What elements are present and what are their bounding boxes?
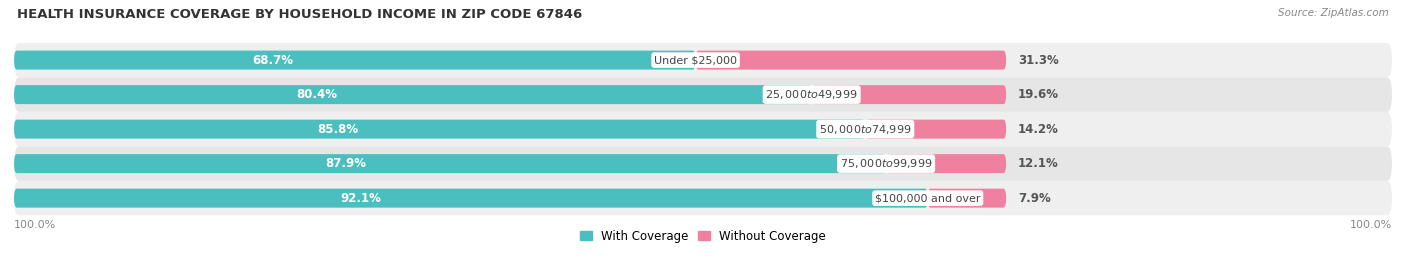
FancyBboxPatch shape: [14, 154, 886, 173]
FancyBboxPatch shape: [14, 85, 811, 104]
FancyBboxPatch shape: [14, 51, 696, 70]
Text: 19.6%: 19.6%: [1018, 88, 1059, 101]
Text: 14.2%: 14.2%: [1018, 123, 1059, 136]
FancyBboxPatch shape: [14, 112, 1392, 146]
Text: 12.1%: 12.1%: [1018, 157, 1059, 170]
FancyBboxPatch shape: [886, 154, 1007, 173]
Text: 7.9%: 7.9%: [1018, 192, 1050, 205]
FancyBboxPatch shape: [14, 120, 865, 139]
Legend: With Coverage, Without Coverage: With Coverage, Without Coverage: [575, 225, 831, 247]
Text: HEALTH INSURANCE COVERAGE BY HOUSEHOLD INCOME IN ZIP CODE 67846: HEALTH INSURANCE COVERAGE BY HOUSEHOLD I…: [17, 8, 582, 21]
Text: 100.0%: 100.0%: [14, 220, 56, 229]
Text: $50,000 to $74,999: $50,000 to $74,999: [820, 123, 911, 136]
FancyBboxPatch shape: [14, 181, 1392, 215]
FancyBboxPatch shape: [928, 189, 1007, 208]
FancyBboxPatch shape: [696, 51, 1007, 70]
Text: 87.9%: 87.9%: [325, 157, 366, 170]
Text: 68.7%: 68.7%: [253, 54, 294, 67]
Text: 31.3%: 31.3%: [1018, 54, 1059, 67]
FancyBboxPatch shape: [811, 85, 1007, 104]
Text: $100,000 and over: $100,000 and over: [875, 193, 980, 203]
FancyBboxPatch shape: [14, 77, 1392, 112]
FancyBboxPatch shape: [14, 189, 928, 208]
Text: 85.8%: 85.8%: [316, 123, 359, 136]
FancyBboxPatch shape: [865, 120, 1007, 139]
Text: 80.4%: 80.4%: [297, 88, 337, 101]
FancyBboxPatch shape: [14, 43, 1392, 77]
Text: Under $25,000: Under $25,000: [654, 55, 737, 65]
Text: $75,000 to $99,999: $75,000 to $99,999: [839, 157, 932, 170]
Text: Source: ZipAtlas.com: Source: ZipAtlas.com: [1278, 8, 1389, 18]
Text: 92.1%: 92.1%: [340, 192, 381, 205]
FancyBboxPatch shape: [14, 146, 1392, 181]
Text: $25,000 to $49,999: $25,000 to $49,999: [765, 88, 858, 101]
Text: 100.0%: 100.0%: [1350, 220, 1392, 229]
